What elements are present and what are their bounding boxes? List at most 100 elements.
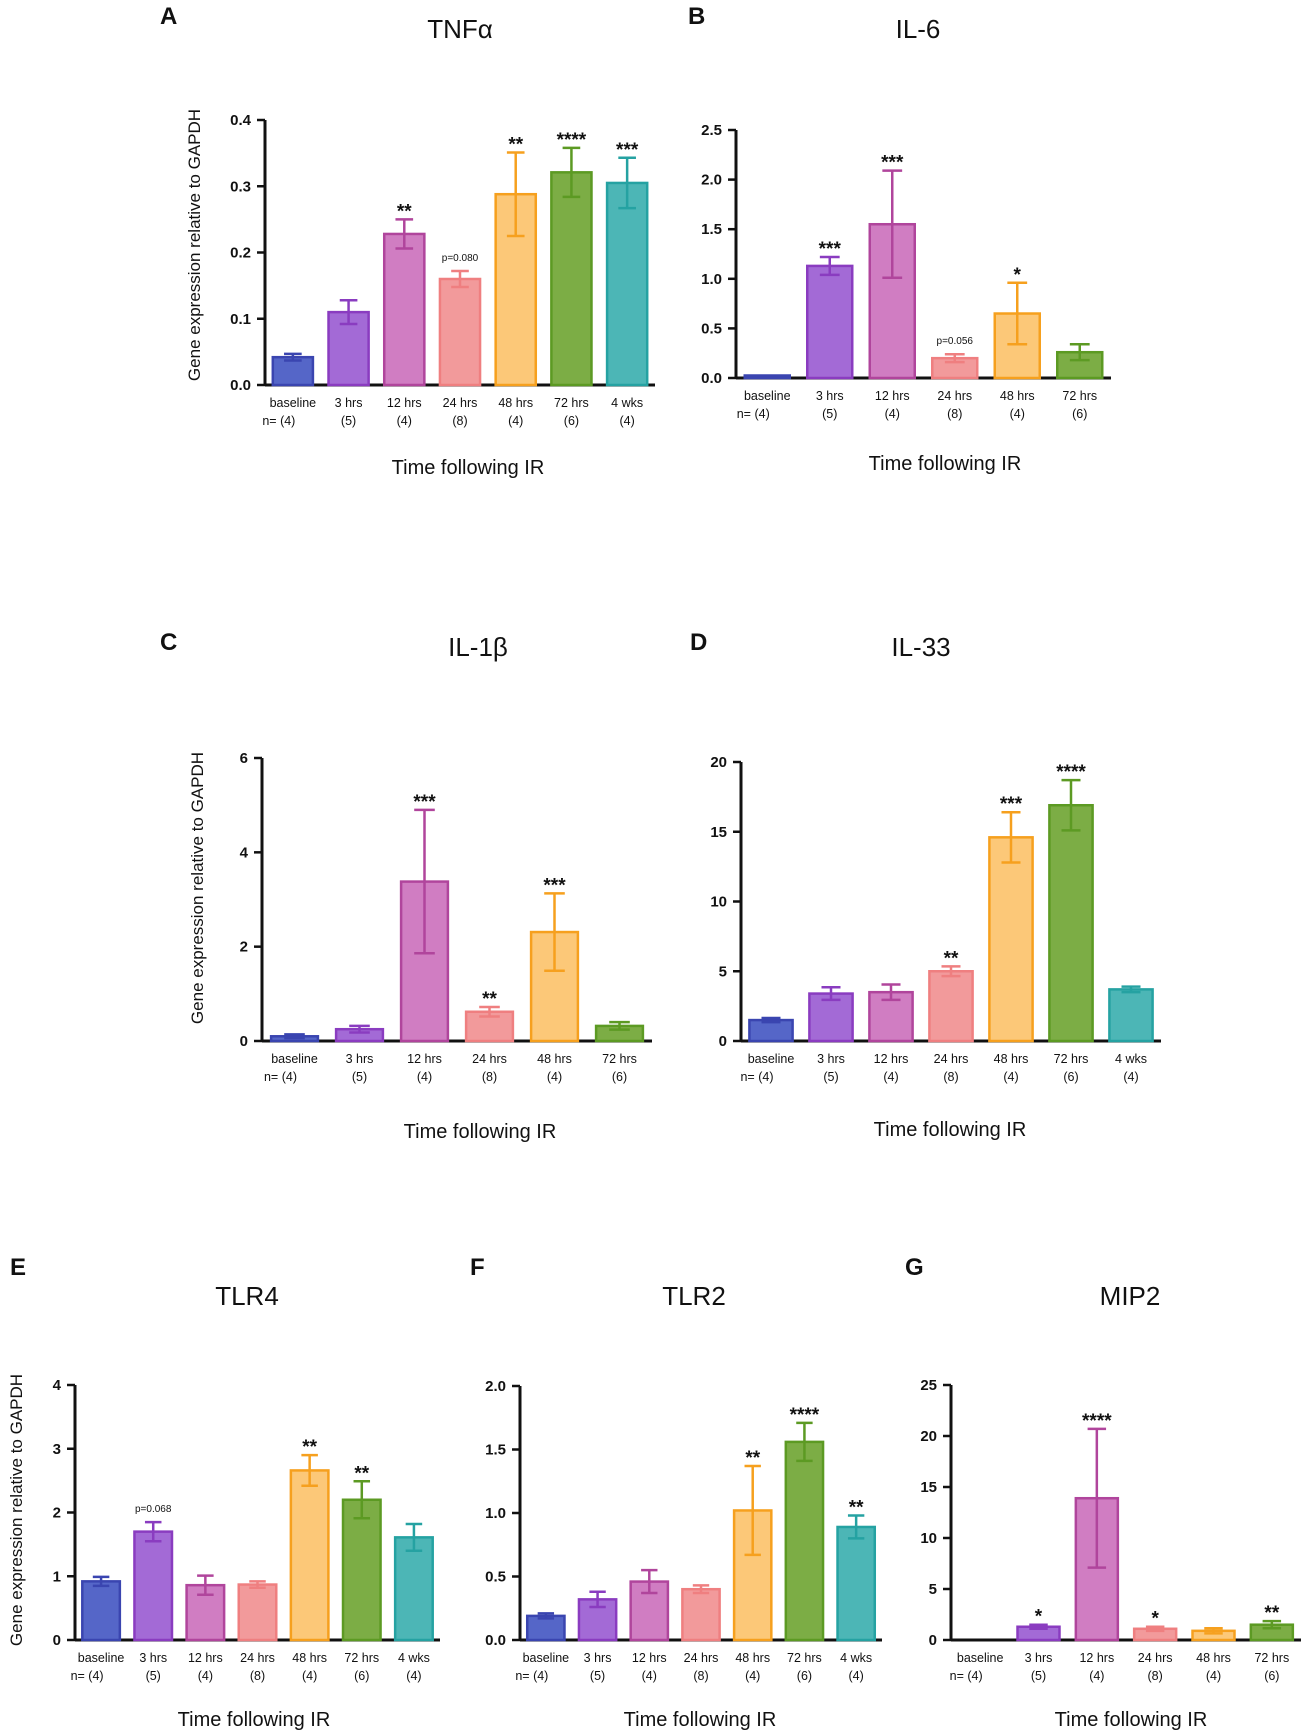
x-tick-label: 24 hrs: [684, 1651, 719, 1665]
x-tick-label: baseline: [748, 1052, 795, 1066]
y-tick-label: 20: [920, 1428, 937, 1445]
sample-size-label: (5): [822, 407, 837, 421]
panel-letter: D: [690, 629, 707, 656]
significance-label: **: [482, 989, 497, 1010]
bar: [808, 992, 854, 1043]
y-tick-label: 0.4: [230, 112, 252, 129]
sample-size-label: (4): [1010, 407, 1025, 421]
panel-letter: G: [905, 1254, 924, 1281]
x-tick-label: 48 hrs: [292, 1651, 327, 1665]
sample-size-label: (4): [1123, 1070, 1138, 1084]
bar: [237, 1583, 278, 1642]
x-tick-label: baseline: [957, 1651, 1004, 1665]
x-axis-label: Time following IR: [874, 1119, 1027, 1141]
sample-size-label: (4): [1003, 1070, 1018, 1084]
sample-size-label: (6): [1264, 1669, 1279, 1683]
x-tick-label: 4 wks: [398, 1651, 430, 1665]
x-tick-label: 12 hrs: [632, 1651, 667, 1665]
sample-size-label: (4): [547, 1070, 562, 1084]
bar: [836, 1525, 877, 1642]
chart-title: IL-33: [891, 632, 950, 662]
x-tick-label: 12 hrs: [874, 1052, 909, 1066]
sample-size-label: (8): [943, 1070, 958, 1084]
y-tick-label: 2: [53, 1505, 61, 1522]
y-tick-label: 0.1: [230, 311, 251, 328]
significance-label: **: [508, 134, 523, 155]
significance-label: ***: [1000, 794, 1023, 815]
chart-title: MIP2: [1100, 1281, 1161, 1311]
sample-size-label: (8): [947, 407, 962, 421]
y-tick-label: 3: [53, 1441, 61, 1458]
panel-letter: E: [10, 1254, 26, 1281]
y-tick-label: 15: [920, 1479, 937, 1496]
x-axis-label: Time following IR: [1055, 1709, 1208, 1731]
x-tick-label: 24 hrs: [472, 1052, 507, 1066]
sample-size-label: (4): [885, 407, 900, 421]
sample-size-label: n= (4): [515, 1669, 548, 1683]
y-tick-label: 0.5: [485, 1569, 506, 1586]
y-tick-label: 1.0: [485, 1505, 506, 1522]
x-tick-label: 12 hrs: [1079, 1651, 1114, 1665]
significance-label: ***: [819, 239, 842, 260]
x-tick-label: 72 hrs: [787, 1651, 822, 1665]
sample-size-label: (4): [406, 1669, 421, 1683]
bar: [1048, 803, 1094, 1043]
x-tick-label: 72 hrs: [1254, 1651, 1289, 1665]
sample-size-label: (8): [482, 1070, 497, 1084]
significance-label: **: [1264, 1603, 1279, 1624]
sample-size-label: (4): [508, 414, 523, 428]
bar: [271, 355, 315, 387]
x-tick-label: 4 wks: [611, 396, 643, 410]
significance-label: **: [302, 1437, 317, 1458]
sample-size-label: (4): [849, 1669, 864, 1683]
sample-size-label: n= (4): [71, 1669, 104, 1683]
sample-size-label: (4): [302, 1669, 317, 1683]
bar: [550, 171, 593, 387]
x-tick-label: 72 hrs: [1062, 389, 1097, 403]
y-tick-label: 5: [929, 1581, 937, 1598]
x-tick-label: 4 wks: [840, 1651, 872, 1665]
chart-title: IL-1β: [448, 632, 508, 662]
y-tick-label: 0.3: [230, 178, 251, 195]
x-axis-label: Time following IR: [624, 1709, 777, 1731]
y-axis-label: Gene expression relative to GAPDH: [188, 752, 207, 1024]
x-axis-label: Time following IR: [404, 1121, 557, 1143]
bar: [681, 1587, 721, 1642]
sample-size-label: n= (4): [950, 1669, 983, 1683]
chart-title: TNFα: [427, 14, 493, 44]
significance-label: ****: [1082, 1411, 1112, 1432]
x-tick-label: baseline: [270, 396, 317, 410]
p-value-label: p=0.080: [442, 253, 479, 264]
x-tick-label: 24 hrs: [443, 396, 478, 410]
sample-size-label: (4): [397, 414, 412, 428]
significance-label: **: [745, 1448, 760, 1469]
sample-size-label: (8): [452, 414, 467, 428]
x-tick-label: 3 hrs: [346, 1052, 374, 1066]
x-tick-label: 4 wks: [1115, 1052, 1147, 1066]
panel-letter: C: [160, 629, 177, 656]
x-tick-label: 3 hrs: [139, 1651, 167, 1665]
x-tick-label: 3 hrs: [817, 1052, 845, 1066]
x-tick-label: 48 hrs: [498, 396, 533, 410]
bar: [133, 1530, 174, 1642]
y-tick-label: 0: [240, 1033, 248, 1050]
y-tick-label: 2.5: [701, 122, 722, 139]
y-tick-label: 0: [719, 1033, 727, 1050]
x-tick-label: 3 hrs: [1025, 1651, 1053, 1665]
panel-c: C IL-1β 0 2 4 6 Gene expression relative to GA…: [160, 629, 652, 1143]
sample-size-label: (4): [620, 414, 635, 428]
chart-title: IL-6: [896, 14, 941, 44]
x-tick-label: 72 hrs: [602, 1052, 637, 1066]
y-tick-label: 10: [710, 894, 727, 911]
panel-d: D IL-33 0 5 10 15 20 baseline n= (4) 3 hrs (5) 12 h…: [690, 629, 1161, 1141]
x-tick-label: 24 hrs: [1138, 1651, 1173, 1665]
sample-size-label: (4): [417, 1070, 432, 1084]
significance-label: ****: [1056, 762, 1086, 783]
x-tick-label: 24 hrs: [934, 1052, 969, 1066]
x-tick-label: 72 hrs: [344, 1651, 379, 1665]
sample-size-label: (6): [1063, 1070, 1078, 1084]
x-tick-label: 48 hrs: [537, 1052, 572, 1066]
x-tick-label: 48 hrs: [994, 1052, 1029, 1066]
